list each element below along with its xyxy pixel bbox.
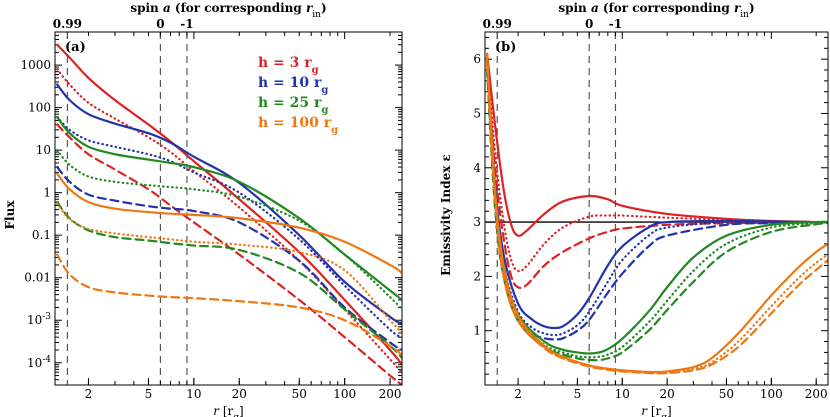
x-axis-label: r [rg]	[213, 404, 243, 417]
x-tick-label-5: 100	[760, 387, 783, 401]
series-group	[56, 43, 402, 385]
x-tick-label-4: 50	[292, 387, 307, 401]
legend-entry-3: h = 100 rg	[258, 115, 338, 136]
x-tick-label-0: 2	[85, 387, 93, 401]
series-line-h-3-dotted	[56, 68, 402, 374]
x-tick-label-3: 20	[659, 387, 674, 401]
x-tick-label-2: 10	[615, 387, 630, 401]
series-line-h-3-solid	[486, 52, 828, 237]
panel-label: (a)	[65, 40, 86, 55]
panel-a-flux: spin a (for corresponding rin) 0.99 0 -1 2 5 1…	[3, 1, 403, 417]
top-axis-title: spin a (for corresponding rin)	[130, 1, 326, 20]
y-tick-label-0: 1	[473, 324, 481, 338]
top-tick-label-1: 0	[585, 17, 593, 31]
series-line-h-3-dotted	[486, 58, 828, 273]
y-axis-label: Emissivity Index ε	[439, 154, 453, 276]
y-tick-label-4: 0.1	[32, 228, 51, 242]
y-tick-label-1: 100	[28, 101, 51, 115]
panel-label: (b)	[495, 40, 516, 55]
x-tick-label-6: 200	[379, 387, 402, 401]
series-line-h-10-dotted	[56, 115, 402, 339]
plot-frame	[484, 31, 829, 386]
x-tick-label-5: 100	[333, 387, 356, 401]
series-line-h-3-dashed	[486, 63, 828, 290]
series-line-h-10-dashed	[56, 165, 402, 352]
series-line-h-100-dashed	[486, 63, 828, 375]
x-tick-label-6: 200	[805, 387, 828, 401]
top-axis-title: spin a (for corresponding rin)	[558, 1, 754, 20]
series-line-h-25-dotted	[56, 149, 402, 311]
legend-entry-1: h = 10 rg	[258, 75, 328, 96]
plot-frame	[54, 31, 403, 386]
y-tick-label-2: 10	[36, 143, 51, 157]
x-tick-label-1: 5	[574, 387, 582, 401]
series-line-h-25-dashed	[486, 68, 828, 362]
series-line-h-10-dotted	[486, 63, 828, 337]
y-tick-label-5: 6	[473, 52, 481, 66]
series-line-h-10-solid	[56, 83, 402, 326]
x-tick-label-1: 5	[145, 387, 153, 401]
y-tick-label-1: 2	[473, 269, 481, 283]
y-tick-label-0: 1000	[20, 58, 51, 72]
y-tick-label-4: 5	[473, 106, 481, 120]
series-line-h-25-solid	[486, 58, 828, 355]
top-tick-label-2: -1	[609, 17, 622, 31]
x-tick-label-4: 50	[719, 387, 734, 401]
series-line-h-100-dotted	[56, 202, 402, 335]
series-line-h-3-dashed	[56, 123, 402, 385]
series-line-h-3-solid	[56, 43, 402, 366]
y-tick-label-5: 0.01	[24, 271, 51, 285]
x-tick-label-0: 2	[514, 387, 522, 401]
series-group	[486, 52, 828, 375]
top-tick-label-0: 0.99	[53, 17, 82, 31]
top-tick-label-2: -1	[180, 17, 193, 31]
series-line-h-100-dashed	[56, 253, 402, 357]
y-tick-label-2: 3	[473, 215, 481, 229]
y-tick-label-3: 4	[473, 161, 481, 175]
y-tick-label-7: 10-4	[27, 355, 51, 370]
legend-entry-2: h = 25 rg	[258, 95, 328, 116]
y-axis-label: Flux	[3, 200, 17, 230]
series-line-h-25-dashed	[56, 201, 402, 360]
y-tick-label-3: 1	[43, 186, 51, 200]
series-line-h-10-solid	[486, 58, 828, 330]
series-line-h-100-dotted	[486, 58, 828, 374]
top-tick-label-1: 0	[156, 17, 164, 31]
series-line-h-25-dotted	[486, 63, 828, 359]
top-tick-label-0: 0.99	[483, 17, 512, 31]
panel-b-emissivity: spin a (for corresponding rin) 0.99 0 -1 2 5 1…	[439, 1, 829, 417]
y-tick-label-6: 10-3	[27, 312, 51, 327]
x-tick-label-2: 10	[186, 387, 201, 401]
x-axis-label: r [rg]	[641, 404, 671, 417]
legend-entry-0: h = 3 rg	[258, 55, 319, 76]
x-tick-label-3: 20	[232, 387, 247, 401]
series-line-h-100-solid	[56, 172, 402, 274]
